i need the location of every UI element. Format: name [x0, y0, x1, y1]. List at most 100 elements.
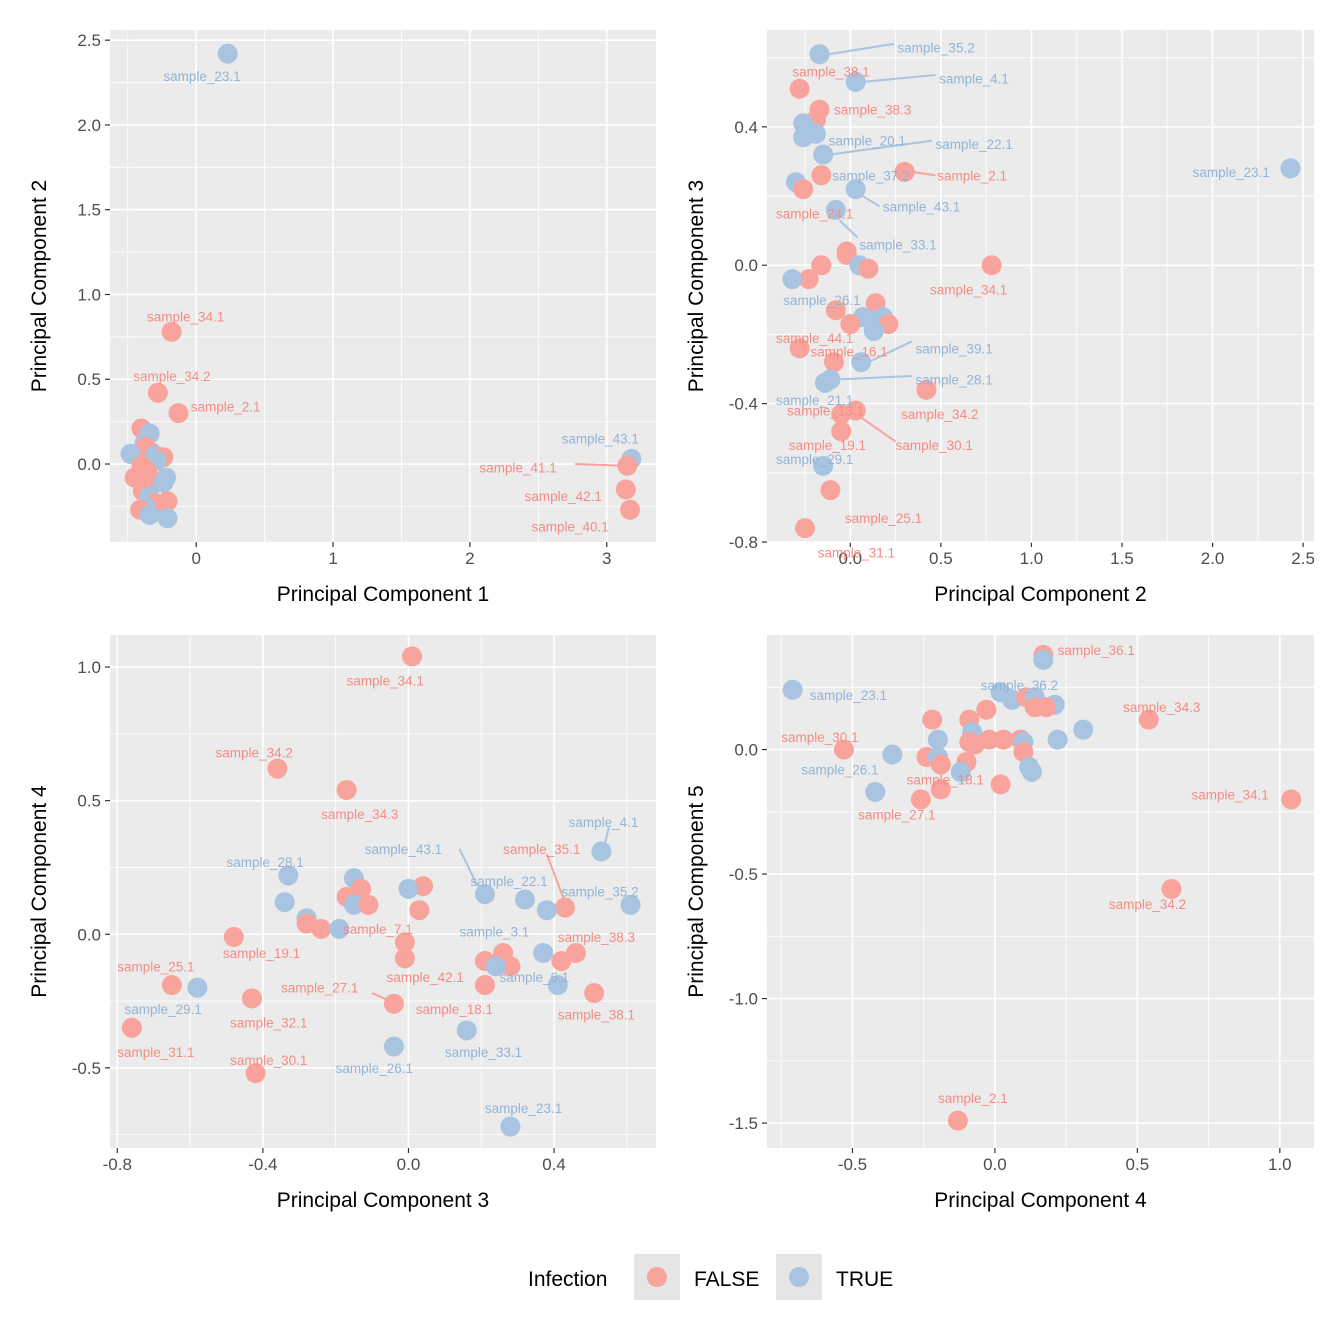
point-label: sample_30.1	[781, 730, 858, 745]
y-tick-label: 2.0	[77, 116, 101, 135]
data-point-true	[950, 761, 971, 782]
point-label: sample_35.1	[503, 842, 580, 857]
y-tick-label: 0.5	[77, 792, 101, 811]
point-label: sample_27.1	[281, 981, 358, 996]
label-leader-line	[458, 848, 479, 887]
point-label: sample_30.1	[230, 1053, 307, 1068]
data-point-false	[223, 926, 244, 947]
point-label: sample_34.3	[1123, 700, 1200, 715]
point-label: sample_34.2	[216, 746, 293, 761]
data-point-false	[1024, 697, 1045, 718]
x-tick-label: 0.0	[838, 549, 862, 568]
y-tick-label: -0.5	[72, 1059, 101, 1078]
data-point-true	[383, 1036, 404, 1057]
data-point-true	[536, 900, 557, 921]
data-point-true	[865, 781, 886, 802]
data-point-false	[916, 379, 937, 400]
point-label: sample_39.1	[916, 341, 993, 356]
x-tick-label: 2	[465, 549, 474, 568]
data-point-false	[833, 739, 854, 760]
point-label: sample_2.1	[191, 399, 261, 414]
data-point-false	[894, 161, 915, 182]
point-label: sample_23.1	[1193, 165, 1270, 180]
point-label: sample_41.1	[479, 460, 556, 475]
data-point-false	[964, 734, 985, 755]
point-label: sample_44.1	[776, 331, 853, 346]
label-leader-line	[862, 195, 880, 208]
label-leader-line	[604, 827, 610, 844]
data-point-false	[245, 1063, 266, 1084]
x-axis-title: Principal Component 3	[277, 1189, 489, 1212]
point-label: sample_4.1	[939, 71, 1009, 86]
point-label: sample_43.1	[365, 842, 442, 857]
data-point-true	[882, 744, 903, 765]
data-point-true	[1021, 761, 1042, 782]
point-label: sample_26.1	[783, 293, 860, 308]
label-leader-line	[838, 219, 859, 239]
data-point-true	[1033, 649, 1054, 670]
y-tick-label: 2.5	[77, 31, 101, 50]
point-label: sample_22.1	[935, 137, 1012, 152]
data-point-false	[161, 321, 182, 342]
data-point-false	[910, 789, 931, 810]
data-point-false	[793, 179, 814, 200]
data-point-true	[456, 1020, 477, 1041]
point-label: sample_34.1	[347, 673, 424, 688]
data-point-false	[795, 518, 816, 539]
point-label: sample_28.1	[226, 855, 303, 870]
point-label: sample_13.1	[787, 404, 864, 419]
data-point-true	[278, 865, 299, 886]
x-tick-label: -0.4	[248, 1155, 277, 1174]
data-point-true	[1073, 719, 1094, 740]
point-label: sample_42.1	[387, 970, 464, 985]
data-point-true	[809, 44, 830, 65]
data-point-false	[798, 269, 819, 290]
data-point-true	[217, 43, 238, 64]
data-point-false	[840, 314, 861, 335]
data-point-false	[336, 779, 357, 800]
point-label: sample_34.2	[133, 369, 210, 384]
x-tick-label: 3	[602, 549, 611, 568]
data-point-false	[615, 479, 636, 500]
data-point-true	[793, 127, 814, 148]
label-leader-line	[911, 170, 936, 177]
point-label: sample_20.1	[829, 134, 906, 149]
data-point-false	[500, 956, 521, 977]
y-tick-label: 0.4	[734, 118, 758, 137]
point-label: sample_33.1	[859, 237, 936, 252]
label-leader-line	[828, 42, 894, 56]
point-label: sample_2.1	[938, 1091, 1008, 1106]
y-tick-label: 1.0	[77, 285, 101, 304]
point-label: sample_34.1	[147, 310, 224, 325]
data-point-false	[409, 900, 430, 921]
point-label: sample_30.1	[896, 438, 973, 453]
data-point-true	[274, 892, 295, 913]
data-point-false	[1281, 789, 1302, 810]
data-point-true	[157, 508, 178, 529]
data-point-false	[147, 382, 168, 403]
data-point-false	[831, 404, 852, 424]
label-leader-line	[860, 416, 897, 443]
x-tick-label: 0.5	[1126, 1155, 1150, 1174]
data-point-false	[551, 950, 572, 971]
point-label: sample_43.1	[883, 199, 960, 214]
legend-title: Infection	[528, 1268, 607, 1291]
x-tick-label: 0	[191, 549, 200, 568]
y-tick-label: -0.8	[729, 533, 758, 552]
point-label: sample_34.2	[901, 407, 978, 422]
x-tick-label: 1.5	[1110, 549, 1134, 568]
data-point-true	[343, 894, 364, 915]
point-label: sample_38.3	[558, 930, 635, 945]
data-point-false	[811, 165, 832, 186]
y-tick-label: -0.5	[729, 865, 758, 884]
data-point-false	[351, 878, 372, 899]
x-axis-title: Principal Component 2	[934, 583, 1146, 606]
label-leader-line	[830, 139, 932, 156]
data-point-false	[930, 779, 951, 800]
x-axis-title: Principal Component 1	[277, 583, 489, 606]
point-label: sample_27.1	[858, 807, 935, 822]
data-point-true	[514, 889, 535, 910]
legend-key-false	[647, 1267, 667, 1287]
point-label: sample_29.1	[776, 452, 853, 467]
data-point-true	[814, 372, 835, 393]
